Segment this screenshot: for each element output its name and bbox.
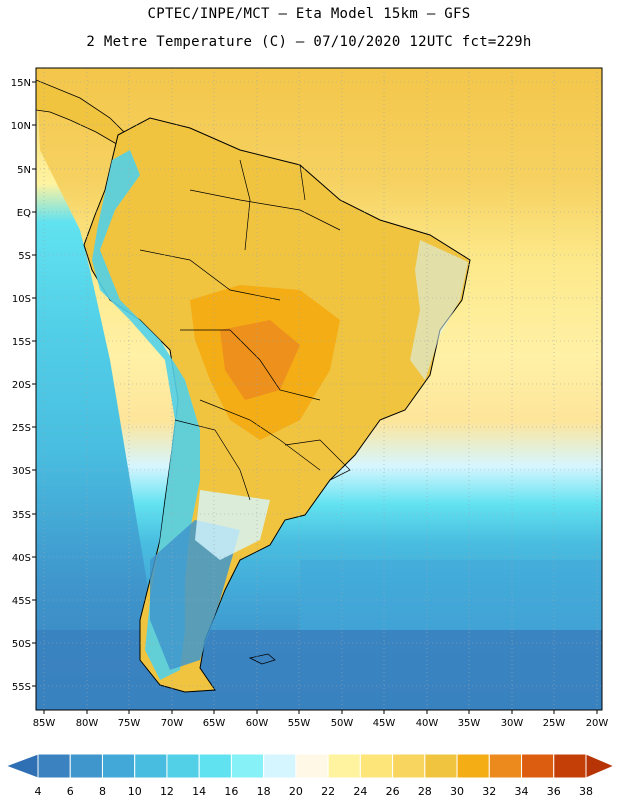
colorbar-tick-label: 10	[128, 785, 142, 798]
lat-label: 15S	[12, 337, 31, 348]
colorbar-segment	[263, 753, 297, 779]
colorbar-tick-label: 4	[35, 785, 42, 798]
lat-label: EQ	[17, 208, 31, 219]
lat-label: 40S	[12, 553, 31, 564]
latitude-axis: 15N 10N 5N EQ 5S 10S 15S 20S 25S 30S 35S…	[11, 78, 36, 693]
country-borders	[139, 159, 351, 501]
lat-label: 20S	[12, 380, 31, 391]
lat-label: 45S	[12, 596, 31, 607]
colorbar-max-arrow	[585, 753, 616, 779]
lon-label: 25W	[543, 718, 566, 729]
colorbar-segment	[230, 753, 265, 779]
colorbar-tick-label: 28	[418, 785, 432, 798]
colorbar-segment	[392, 753, 426, 779]
lon-label: 30W	[501, 718, 524, 729]
lat-label: 55S	[12, 682, 31, 693]
colorbar-segment	[327, 753, 361, 779]
colorbar-tick-label: 14	[192, 785, 206, 798]
colorbar-segment	[101, 753, 136, 779]
colorbar-segment	[359, 753, 394, 779]
lon-label: 35W	[458, 718, 481, 729]
colorbar-tick-label: 22	[321, 785, 335, 798]
colorbar-segment	[134, 753, 168, 779]
colorbar-tick-label: 38	[579, 785, 593, 798]
lat-label: 15N	[11, 78, 31, 89]
lon-label: 40W	[416, 718, 439, 729]
lon-label: 70W	[161, 718, 184, 729]
colorbar-tick-label: 36	[547, 785, 561, 798]
lon-label: 80W	[76, 718, 99, 729]
map-title-line1: CPTEC/INPE/MCT – Eta Model 15km – GFS	[147, 6, 471, 22]
lat-label: 10S	[12, 294, 31, 305]
lat-label: 5S	[18, 251, 31, 262]
pacific-ocean	[36, 68, 160, 710]
colorbar-segment	[166, 753, 200, 779]
map-field	[36, 68, 602, 710]
colorbar-segment	[488, 753, 523, 779]
colorbar-min-arrow	[4, 753, 39, 779]
central-america	[36, 79, 131, 147]
map-title-line2: 2 Metre Temperature (C) – 07/10/2020 12U…	[86, 34, 532, 50]
lon-label: 50W	[331, 718, 354, 729]
colorbar-segment	[553, 753, 587, 779]
colorbar-tick-label: 24	[353, 785, 367, 798]
lat-label: 35S	[12, 510, 31, 521]
colorbar-segment	[69, 753, 103, 779]
colorbar-tick-label: 16	[224, 785, 238, 798]
lon-label: 75W	[118, 718, 141, 729]
colorbar-tick-label: 12	[160, 785, 174, 798]
colorbar-tick-label: 6	[67, 785, 74, 798]
lon-label: 55W	[288, 718, 311, 729]
lat-label: 10N	[11, 121, 31, 132]
map-frame	[35, 67, 603, 711]
lat-label: 50S	[12, 639, 31, 650]
colorbar-tick-label: 18	[257, 785, 271, 798]
colorbar-segment	[424, 753, 458, 779]
colorbar-segment	[37, 753, 71, 779]
colorbar-tick-label: 30	[450, 785, 464, 798]
colorbar-tick-label: 20	[289, 785, 303, 798]
colorbar-tick-label: 32	[482, 785, 496, 798]
longitude-axis: 85W 80W 75W 70W 65W 60W 55W 50W 45W 40W …	[33, 710, 609, 729]
colorbar-tick-label: 34	[515, 785, 529, 798]
colorbar-tick-label: 8	[99, 785, 106, 798]
lon-label: 45W	[373, 718, 396, 729]
colorbar-segment	[198, 753, 232, 779]
lon-label: 85W	[33, 718, 56, 729]
lat-label: 25S	[12, 423, 31, 434]
lon-label: 65W	[203, 718, 226, 729]
lon-label: 20W	[586, 718, 609, 729]
colorbar-segment	[295, 753, 329, 779]
colorbar-labels: 4 6 8 10 12 14 16 18 20 22 24 26 28 30 3…	[35, 785, 594, 798]
colorbar-segment	[521, 753, 555, 779]
colorbar-tick-label: 26	[386, 785, 400, 798]
colorbar-segment	[456, 753, 490, 779]
colorbar	[4, 753, 616, 779]
lon-label: 60W	[246, 718, 269, 729]
lat-label: 5N	[17, 165, 31, 176]
lat-label: 30S	[12, 466, 31, 477]
